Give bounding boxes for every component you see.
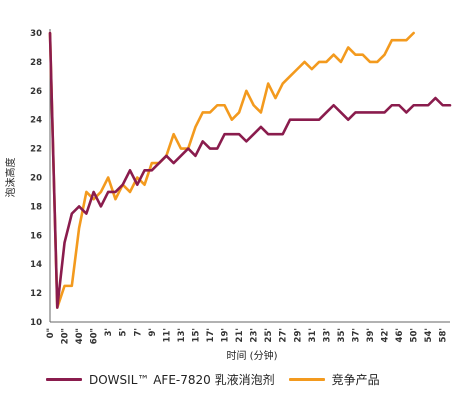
x-tick-label: 21' (235, 328, 245, 342)
y-tick-label: 24 (30, 116, 42, 126)
y-tick-label: 28 (30, 58, 42, 68)
legend-swatch-competitor (288, 378, 325, 381)
x-tick-label: 54' (424, 328, 434, 342)
y-tick-label: 12 (30, 289, 42, 299)
x-tick-label: 37' (351, 328, 361, 342)
chart-series (48, 31, 452, 309)
legend-item-dowsil: DOWSIL™ AFE-7820 乳液消泡剂 (46, 371, 275, 388)
chart-axes (49, 29, 450, 323)
x-tick-label: 13' (177, 328, 187, 342)
y-tick-label: 30 (30, 29, 42, 39)
x-tick-label: 31' (308, 328, 318, 342)
x-tick-label: 29' (293, 328, 303, 342)
x-tick-label: 60" (90, 328, 100, 344)
legend-label-competitor: 竞争产品 (331, 373, 380, 387)
x-tick-label: 33' (322, 328, 332, 342)
x-tick-label: 0" (46, 328, 56, 338)
x-tick-label: 20" (61, 328, 71, 344)
y-tick-label: 22 (30, 145, 42, 155)
y-tick-label: 10 (30, 318, 42, 328)
x-tick-label: 23' (250, 328, 260, 342)
x-tick-label: 5' (119, 328, 129, 337)
x-tick-label: 58' (439, 328, 449, 342)
x-tick-label: 40" (75, 328, 85, 344)
y-tick-label: 14 (30, 260, 42, 270)
x-tick-label: 25' (264, 328, 274, 342)
x-tick-label: 9' (148, 328, 158, 337)
x-tick-label: 11' (162, 328, 172, 342)
x-tick-label: 19' (221, 328, 231, 342)
x-tick-label: 15' (191, 328, 201, 342)
y-tick-label: 20 (30, 174, 42, 184)
x-tick-label: 27' (279, 328, 289, 342)
y-tick-label: 26 (30, 87, 42, 97)
x-tick-label: 39' (366, 328, 376, 342)
x-axis-title: 时间 (分钟) (227, 349, 278, 362)
y-axis-ticks: 10 12 14 16 18 20 22 24 26 28 30 (30, 29, 42, 328)
y-tick-label: 16 (30, 231, 42, 241)
x-tick-label: 3' (104, 328, 114, 337)
x-tick-label: 35' (337, 328, 347, 342)
series-line-competitor (48, 31, 415, 309)
x-tick-label: 42' (381, 328, 391, 342)
chart-legend: DOWSIL™ AFE-7820 乳液消泡剂 竞争产品 (46, 371, 394, 388)
x-tick-label: 17' (206, 328, 216, 342)
legend-item-competitor: 竞争产品 (288, 371, 380, 388)
legend-swatch-dowsil (46, 378, 82, 381)
series-line-dowsil (48, 31, 452, 309)
x-tick-label: 7' (133, 328, 143, 337)
x-tick-label: 50' (410, 328, 420, 342)
y-tick-label: 18 (30, 202, 42, 212)
x-tick-label: 46' (395, 328, 405, 342)
x-axis-ticks: 0" 20" 40" 60" 3' 5' 7' 9' 11' 13' 15' 17' 19' 21' 23'… (46, 328, 449, 344)
y-axis-title: 泡沫高度 (4, 158, 17, 198)
legend-label-dowsil: DOWSIL™ AFE-7820 乳液消泡剂 (89, 373, 275, 387)
